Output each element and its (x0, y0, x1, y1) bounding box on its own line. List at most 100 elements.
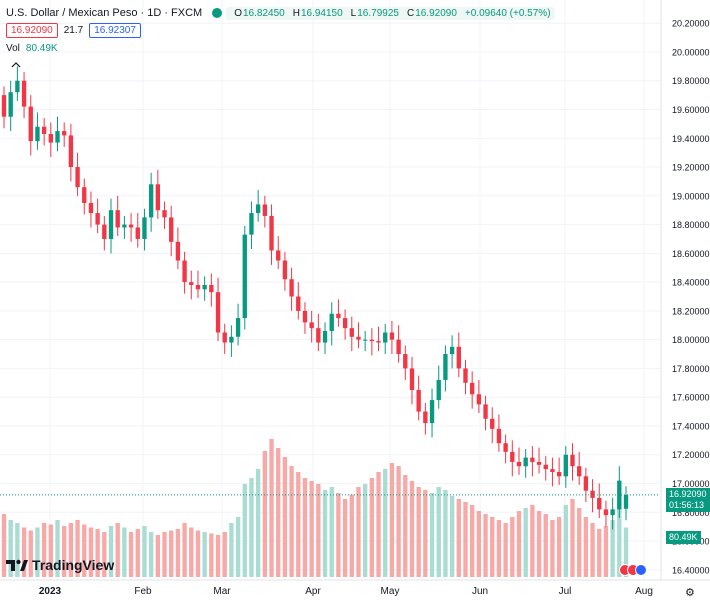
chevron-up-icon[interactable] (10, 60, 22, 70)
buy-button[interactable]: 16.92307 (89, 23, 141, 38)
volume-bar (289, 466, 294, 577)
y-tick-label: 17.60000 (672, 393, 710, 403)
volume-bar (95, 529, 100, 577)
y-tick-label: 16.80000 (672, 508, 710, 518)
candle-body (483, 404, 488, 419)
candle-body (249, 213, 254, 235)
volume-bar (262, 451, 268, 577)
volume-bar (128, 532, 134, 577)
volume-bar (603, 526, 609, 577)
volume-bar (35, 527, 40, 577)
y-tick-label: 18.00000 (672, 335, 710, 345)
y-tick-label: 19.20000 (672, 163, 710, 173)
candle-body (349, 328, 354, 337)
y-tick-label: 19.00000 (672, 191, 710, 201)
gear-icon[interactable]: ⚙ (685, 587, 695, 599)
volume-bar (583, 517, 589, 577)
y-tick-label: 20.20000 (672, 19, 710, 29)
y-tick-label: 19.60000 (672, 105, 710, 115)
volume-bar (389, 463, 395, 577)
candle-body (182, 260, 187, 283)
eye-icon[interactable] (212, 8, 223, 18)
volume-bar (68, 523, 74, 577)
candle-body (583, 476, 589, 491)
volume-bar (530, 505, 535, 577)
volume-bar (543, 514, 548, 577)
candle-body (115, 210, 120, 228)
x-tick-label: Jul (559, 586, 572, 597)
volume-bar (222, 532, 227, 577)
candle-body (209, 284, 214, 293)
y-tick-label: 18.80000 (672, 220, 710, 230)
candle-body (550, 469, 555, 472)
volume-bar (15, 523, 20, 577)
candle-body (82, 187, 87, 203)
volume-bar (617, 499, 622, 577)
candle-body (376, 341, 381, 343)
volume-bar (142, 526, 147, 577)
candle-body (202, 284, 207, 290)
tradingview-logo[interactable]: TradingView (6, 557, 114, 573)
calendar-event-icon[interactable] (619, 564, 647, 576)
candle-body (262, 204, 268, 216)
candle-body (68, 135, 74, 168)
volume-bar (490, 517, 495, 577)
x-tick-label: May (381, 586, 400, 597)
volume-bar (215, 535, 221, 577)
volume-bar (48, 524, 53, 577)
candle-body (28, 106, 33, 142)
candle-body (336, 313, 341, 319)
candle-body (603, 509, 609, 516)
y-tick-label: 17.40000 (672, 421, 710, 431)
x-tick-label: Jun (472, 586, 488, 597)
volume-bar (1, 514, 7, 577)
volume-bar (403, 475, 408, 577)
candle-body (510, 451, 515, 462)
candle-body (590, 490, 595, 498)
volume-bar (235, 517, 241, 577)
volume-label: Vol (6, 43, 20, 54)
y-tick-label: 19.40000 (672, 134, 710, 144)
candle-body (255, 204, 261, 214)
volume-bar (523, 508, 528, 577)
candle-body (322, 331, 328, 343)
volume-bar (8, 520, 13, 577)
symbol-title[interactable]: U.S. Dollar / Mexican Peso · 1D · FXCM (6, 7, 203, 19)
candle-body (316, 328, 321, 343)
volume-bar (282, 457, 288, 577)
volume-bar (62, 526, 67, 577)
candle-body (543, 464, 548, 470)
candle-body (436, 379, 441, 401)
volume-bar (476, 511, 482, 577)
volume-bar (242, 484, 247, 577)
candle-body (102, 224, 107, 239)
candle-body (617, 480, 622, 510)
y-tick-label: 17.00000 (672, 479, 710, 489)
y-tick-label: 18.20000 (672, 306, 710, 316)
candle-body (242, 234, 247, 319)
volume-bar (169, 530, 174, 577)
volume-bar (41, 523, 47, 577)
sell-button[interactable]: 16.92090 (6, 23, 58, 38)
volume-bar (443, 490, 448, 577)
volume-bar (550, 520, 555, 577)
candle-body (62, 131, 67, 136)
x-tick-label: 2023 (39, 586, 62, 597)
volume-bar (322, 490, 328, 577)
volume-bar (148, 532, 154, 577)
candle-body (148, 184, 154, 218)
y-tick-label: 19.80000 (672, 76, 710, 86)
high-value: 16.94150 (300, 7, 343, 19)
volume-bar (449, 496, 455, 577)
volume-bar (302, 478, 308, 577)
volume-bar (577, 508, 582, 577)
volume-bar (55, 520, 60, 577)
volume-bar (469, 505, 475, 577)
volume-bar (28, 530, 33, 577)
volume-bar (115, 523, 120, 577)
volume-bar (429, 493, 435, 577)
volume-bar (510, 517, 515, 577)
bar-countdown: 01:56:13 (669, 499, 705, 510)
volume-bar (155, 535, 161, 577)
